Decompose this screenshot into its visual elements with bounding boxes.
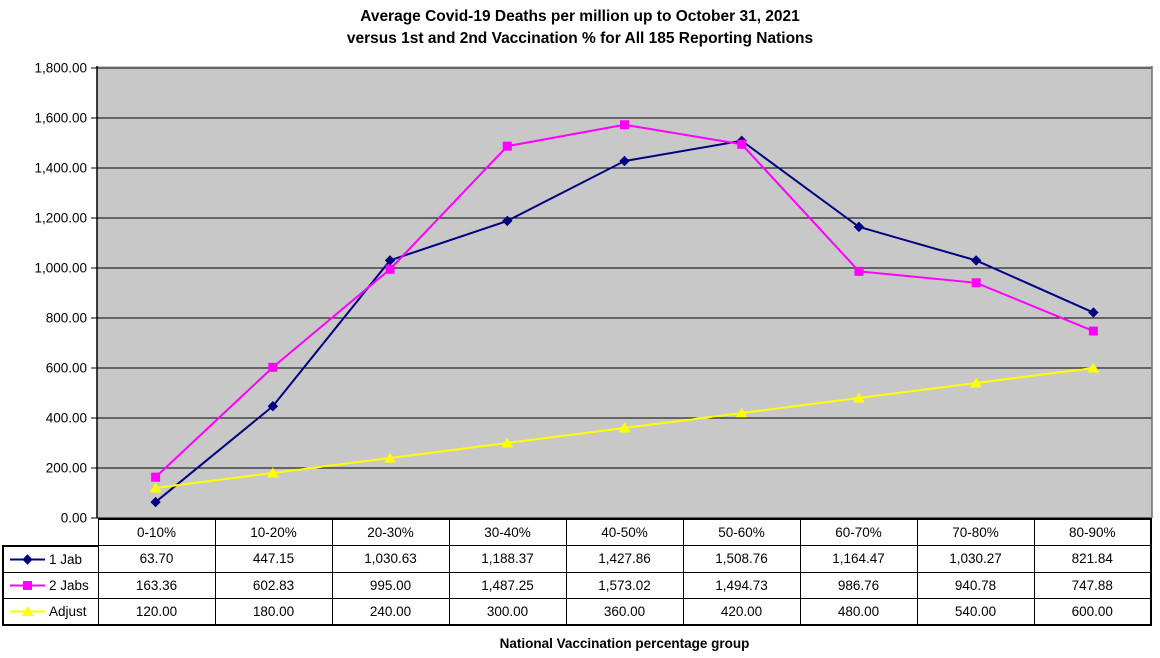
legend-label-adjust: Adjust <box>49 603 87 619</box>
category-header-cell: 50-60% <box>682 518 801 546</box>
y-tick-label: 200.00 <box>46 461 87 476</box>
marker-triangle-adjust <box>618 422 631 433</box>
legend-key-1-jab-icon <box>10 553 45 565</box>
marker-square-2-jabs <box>620 120 629 130</box>
legend-key-2-jabs-icon <box>10 580 45 590</box>
marker-diamond-1-jab <box>150 496 161 508</box>
legend-key-adjust-icon <box>10 605 45 616</box>
chart-title-line2: versus 1st and 2nd Vaccination % for All… <box>346 30 814 47</box>
marker-triangle-adjust <box>735 407 748 418</box>
category-header-cell: 20-30% <box>331 518 450 546</box>
value-cell: 240.00 <box>331 597 450 626</box>
marker-diamond-1-jab <box>267 401 279 412</box>
legend-cell-1-jab: 1 Jab <box>2 544 99 573</box>
value-cell: 1,487.25 <box>448 571 567 599</box>
y-tick-label: 1,800.00 <box>34 61 87 76</box>
y-tick-label: 800.00 <box>46 311 87 326</box>
legend-cell-2-jabs: 2 Jabs <box>2 571 99 599</box>
category-header-cell: 40-50% <box>565 518 684 546</box>
value-cell: 821.84 <box>1033 545 1152 573</box>
marker-triangle-adjust <box>501 437 514 448</box>
x-axis-title: National Vaccination percentage group <box>499 636 750 651</box>
value-cell: 940.78 <box>916 571 1035 599</box>
marker-triangle-adjust <box>266 467 279 478</box>
value-cell: 447.15 <box>214 545 333 573</box>
chart-title: Average Covid-19 Deaths per million up t… <box>0 6 1160 50</box>
marker-triangle-adjust <box>384 452 396 463</box>
value-cell: 995.00 <box>331 571 450 599</box>
value-cell: 986.76 <box>799 571 918 599</box>
marker-square-2-jabs <box>1088 326 1098 336</box>
marker-triangle-adjust <box>149 482 162 493</box>
category-header-cell: 80-90% <box>1033 518 1152 546</box>
category-header-cell: 30-40% <box>448 518 567 546</box>
legend-label-1-jab: 1 Jab <box>49 551 83 567</box>
value-cell: 63.70 <box>97 545 216 573</box>
value-cell: 1,164.47 <box>799 545 918 573</box>
marker-diamond-1-jab <box>619 155 630 167</box>
table-row-1-jab: 1 Jab 63.70 447.15 1,030.63 1,188.37 1,427.86… <box>2 544 1152 573</box>
value-cell: 1,573.02 <box>565 571 684 599</box>
y-tick-label: 600.00 <box>46 361 87 376</box>
marker-diamond-1-jab <box>502 215 513 227</box>
table-corner-blank <box>3 519 98 546</box>
table-row-2-jabs: 2 Jabs 163.36 602.83 995.00 1,487.25 1,573.02… <box>2 571 1152 599</box>
plot-background <box>97 66 1152 518</box>
category-header-cell: 60-70% <box>799 518 918 546</box>
value-cell: 120.00 <box>97 597 216 626</box>
value-cell: 163.36 <box>97 571 216 599</box>
y-tick-label: 1,400.00 <box>34 161 87 176</box>
marker-square-2-jabs <box>385 264 395 274</box>
y-tick-label: 1,000.00 <box>34 261 87 276</box>
y-tick-label: 1,200.00 <box>34 211 87 226</box>
legend-marker-triangle <box>21 605 34 616</box>
y-tick-label: 1,600.00 <box>34 111 87 126</box>
value-cell: 1,188.37 <box>448 545 567 573</box>
category-header-cell: 0-10% <box>97 518 216 546</box>
value-cell: 300.00 <box>448 597 567 626</box>
marker-square-2-jabs <box>854 266 864 276</box>
value-cell: 420.00 <box>682 597 801 626</box>
value-cell: 602.83 <box>214 571 333 599</box>
value-cell: 747.88 <box>1033 571 1152 599</box>
category-header-cell: 10-20% <box>214 518 333 546</box>
series-adjust <box>149 362 1100 493</box>
value-cell: 540.00 <box>916 597 1035 626</box>
series-1-jab <box>150 135 1099 508</box>
chart-title-line1: Average Covid-19 Deaths per million up t… <box>360 8 800 25</box>
marker-triangle-adjust <box>853 392 865 403</box>
y-tick-label: 0.00 <box>61 511 87 526</box>
marker-diamond-1-jab <box>1088 307 1099 318</box>
value-cell: 1,494.73 <box>682 571 801 599</box>
legend-label-2-jabs: 2 Jabs <box>49 577 89 593</box>
value-cell: 360.00 <box>565 597 684 626</box>
marker-triangle-adjust <box>970 377 983 388</box>
marker-square-2-jabs <box>737 139 747 149</box>
marker-square-2-jabs <box>268 362 278 372</box>
value-cell: 180.00 <box>214 597 333 626</box>
marker-square-2-jabs <box>151 472 161 482</box>
category-header-cell: 70-80% <box>916 518 1035 546</box>
marker-square-2-jabs <box>502 141 512 151</box>
value-cell: 600.00 <box>1033 597 1152 626</box>
table-header-row: 0-10% 10-20% 20-30% 30-40% 40-50% 50-60% 60-70… <box>3 518 1152 546</box>
marker-diamond-1-jab <box>970 255 982 266</box>
value-cell: 480.00 <box>799 597 918 626</box>
marker-square-2-jabs <box>971 278 981 288</box>
value-cell: 1,030.63 <box>331 545 450 573</box>
legend-marker-square <box>23 580 32 590</box>
legend-cell-adjust: Adjust <box>2 597 99 626</box>
value-cell: 1,427.86 <box>565 545 684 573</box>
data-table: 0-10% 10-20% 20-30% 30-40% 40-50% 50-60% 60-70… <box>2 518 1152 626</box>
series-2-jabs <box>151 120 1098 482</box>
y-tick-label: 400.00 <box>46 411 87 426</box>
marker-diamond-1-jab <box>853 221 865 233</box>
value-cell: 1,030.27 <box>916 545 1035 573</box>
value-cell: 1,508.76 <box>682 545 801 573</box>
legend-marker-diamond <box>22 553 33 565</box>
table-row-adjust: Adjust 120.00 180.00 240.00 300.00 360.00 420.… <box>2 597 1152 626</box>
marker-triangle-adjust <box>1087 362 1100 373</box>
